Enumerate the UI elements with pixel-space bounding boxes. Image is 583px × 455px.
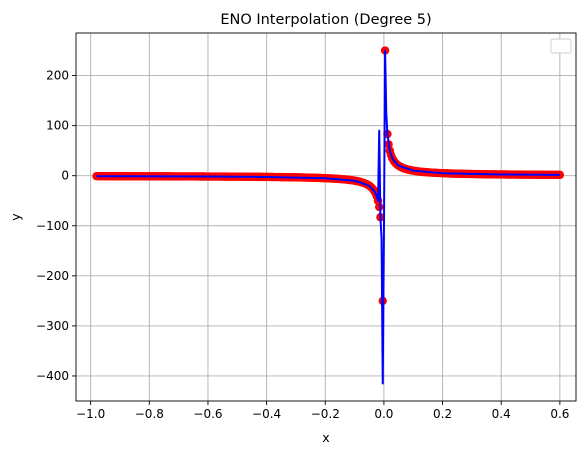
chart-title: ENO Interpolation (Degree 5) bbox=[220, 12, 431, 28]
x-tick-label: −0.2 bbox=[311, 407, 340, 421]
x-tick-label: 0.4 bbox=[492, 407, 511, 421]
axes-frame bbox=[75, 32, 577, 402]
grid bbox=[76, 33, 576, 401]
plot-area bbox=[92, 46, 565, 385]
scatter-point bbox=[555, 170, 565, 180]
x-tick-label: 0.2 bbox=[433, 407, 452, 421]
y-tick-label: −200 bbox=[36, 269, 69, 283]
y-tick-label: 0 bbox=[61, 169, 69, 183]
x-tick-label: 0.0 bbox=[374, 407, 393, 421]
y-axis: −400 −300 −200 −100 0 100 200 bbox=[36, 69, 76, 383]
x-tick-label: −0.8 bbox=[135, 407, 164, 421]
x-tick-label: −0.6 bbox=[193, 407, 222, 421]
y-tick-label: −400 bbox=[36, 369, 69, 383]
x-tick-label: −1.0 bbox=[76, 407, 105, 421]
legend-box bbox=[550, 38, 572, 54]
y-tick-label: −300 bbox=[36, 319, 69, 333]
y-tick-label: 100 bbox=[46, 119, 69, 133]
y-tick-label: −100 bbox=[36, 219, 69, 233]
x-tick-label: 0.6 bbox=[550, 407, 569, 421]
interpolation-line bbox=[96, 49, 560, 385]
y-tick-label: 200 bbox=[46, 69, 69, 83]
x-axis: −1.0 −0.8 −0.6 −0.4 −0.2 0.0 0.2 0.4 0.6 bbox=[76, 401, 569, 421]
scatter-point bbox=[375, 202, 384, 212]
x-tick-label: −0.4 bbox=[252, 407, 281, 421]
y-axis-label: y bbox=[8, 213, 23, 221]
x-axis-label: x bbox=[322, 430, 329, 445]
